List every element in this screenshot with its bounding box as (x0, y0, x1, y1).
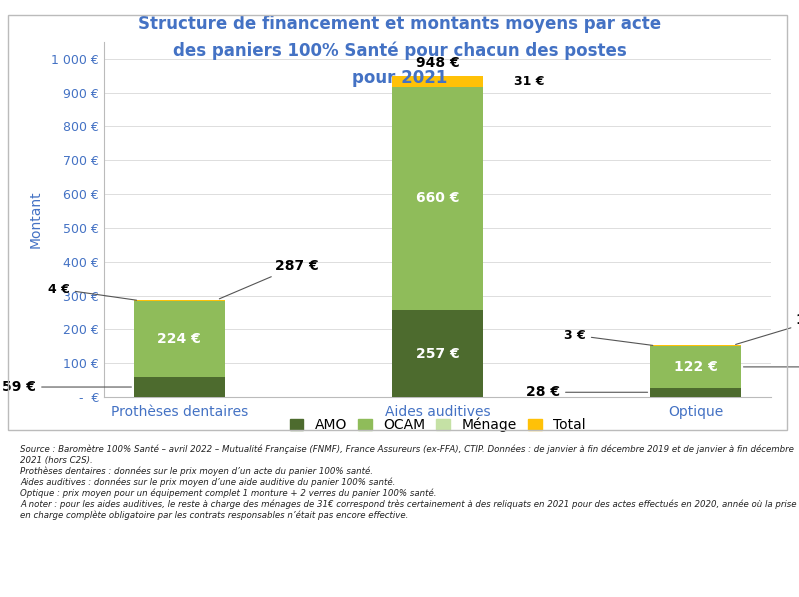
Text: 287 €: 287 € (220, 259, 319, 299)
Text: 28 €: 28 € (526, 385, 648, 399)
Bar (392, 87, 483, 310)
Text: 4 €: 4 € (48, 282, 137, 300)
Text: 122 €: 122 € (674, 360, 718, 374)
Bar (134, 377, 225, 397)
Text: 660 €: 660 € (415, 192, 459, 205)
Text: Source : Baromètre 100% Santé – avril 2022 – Mutualité Française (FNMF), France : Source : Baromètre 100% Santé – avril 20… (20, 445, 797, 519)
Bar (392, 76, 483, 87)
Text: 31 €: 31 € (514, 75, 544, 88)
Text: 3 €: 3 € (564, 329, 653, 346)
Text: 59 €: 59 € (2, 380, 131, 394)
Bar (134, 300, 225, 301)
Y-axis label: Montant: Montant (29, 190, 43, 248)
Bar (134, 301, 225, 377)
Bar (650, 345, 741, 346)
Bar (650, 387, 741, 397)
Text: 153 €: 153 € (736, 313, 799, 344)
Text: Structure de financement et montants moyens par acte
des paniers 100% Santé pour: Structure de financement et montants moy… (138, 15, 661, 87)
Bar (650, 346, 741, 387)
Bar (392, 310, 483, 397)
Text: 224 €: 224 € (157, 332, 201, 346)
Text: 257 €: 257 € (415, 346, 459, 361)
Legend: AMO, OCAM, Ménage, Total: AMO, OCAM, Ménage, Total (284, 413, 591, 438)
Text: 122 €: 122 € (744, 360, 799, 374)
Text: 948 €: 948 € (415, 56, 459, 70)
